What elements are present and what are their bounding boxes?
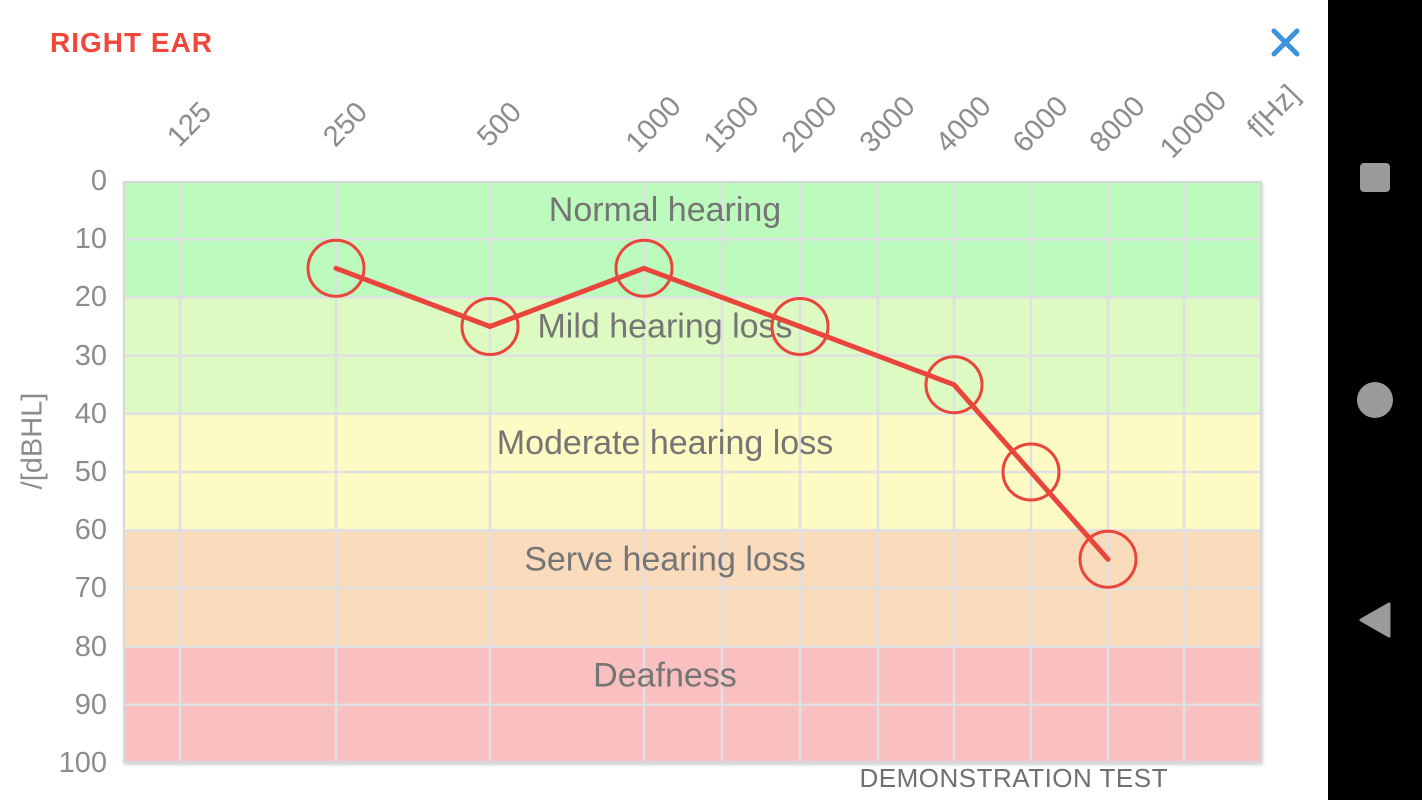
y-tick-label: 90 [74, 688, 107, 721]
data-point-marker [460, 297, 520, 356]
x-tick-label: 4000 [929, 90, 998, 159]
x-tick-label: 2000 [775, 90, 844, 159]
y-tick-label: 70 [74, 572, 107, 605]
y-tick-label: 60 [74, 514, 107, 547]
x-tick-label: 6000 [1006, 90, 1075, 159]
x-tick-label: 1500 [697, 90, 766, 159]
data-point-marker [614, 238, 674, 298]
x-tick-label: 500 [471, 96, 528, 154]
triangle-left-icon [1359, 602, 1391, 638]
close-icon [1271, 28, 1300, 57]
zone-label: Normal hearing [549, 191, 781, 229]
data-point-marker [924, 355, 984, 415]
y-tick-label: 100 [58, 747, 107, 779]
demo-note: DEMONSTRATION TEST [859, 763, 1168, 793]
y-tick-label: 80 [74, 630, 107, 663]
y-tick-label: 10 [74, 223, 107, 256]
y-tick-label: 40 [74, 397, 107, 430]
android-navbar [1328, 0, 1422, 800]
x-tick-label: 3000 [853, 90, 922, 159]
data-point-marker [1078, 529, 1138, 589]
data-point-marker [306, 238, 366, 298]
zone-label: Deafness [593, 657, 737, 695]
audiogram-chart: Normal hearing Mild hearing loss Moderate … [123, 181, 1262, 763]
audiogram-screen: RIGHT EAR /[dBHL] 0 10 20 30 40 50 60 70 80 90 100… [16, 23, 1306, 793]
y-tick-label: 0 [90, 165, 107, 197]
square-icon [1360, 163, 1390, 192]
data-point-marker [770, 297, 830, 356]
zone-label: Mild hearing loss [537, 308, 792, 346]
plot-border [123, 181, 1262, 763]
zone-label: Moderate hearing loss [497, 424, 833, 462]
zone-label: Serve hearing loss [524, 540, 806, 578]
y-tick-label: 50 [74, 456, 107, 488]
y-tick-label: 20 [74, 281, 107, 314]
circle-icon [1357, 382, 1393, 418]
x-tick-label: 1000 [619, 90, 688, 159]
x-tick-label: 10000 [1154, 84, 1234, 165]
back-button[interactable] [1328, 575, 1422, 665]
data-point-marker [1001, 442, 1061, 502]
close-button[interactable] [1266, 23, 1306, 63]
recents-button[interactable] [1328, 132, 1422, 222]
threshold-line [333, 265, 1111, 562]
x-tick-label: 125 [161, 96, 218, 154]
x-tick-label: 250 [317, 96, 374, 154]
x-axis-unit-label: f[Hz] [1241, 79, 1306, 145]
x-tick-label: 8000 [1083, 90, 1152, 159]
page-title: RIGHT EAR [50, 27, 213, 58]
y-tick-label: 30 [74, 339, 107, 372]
home-button[interactable] [1328, 355, 1422, 445]
